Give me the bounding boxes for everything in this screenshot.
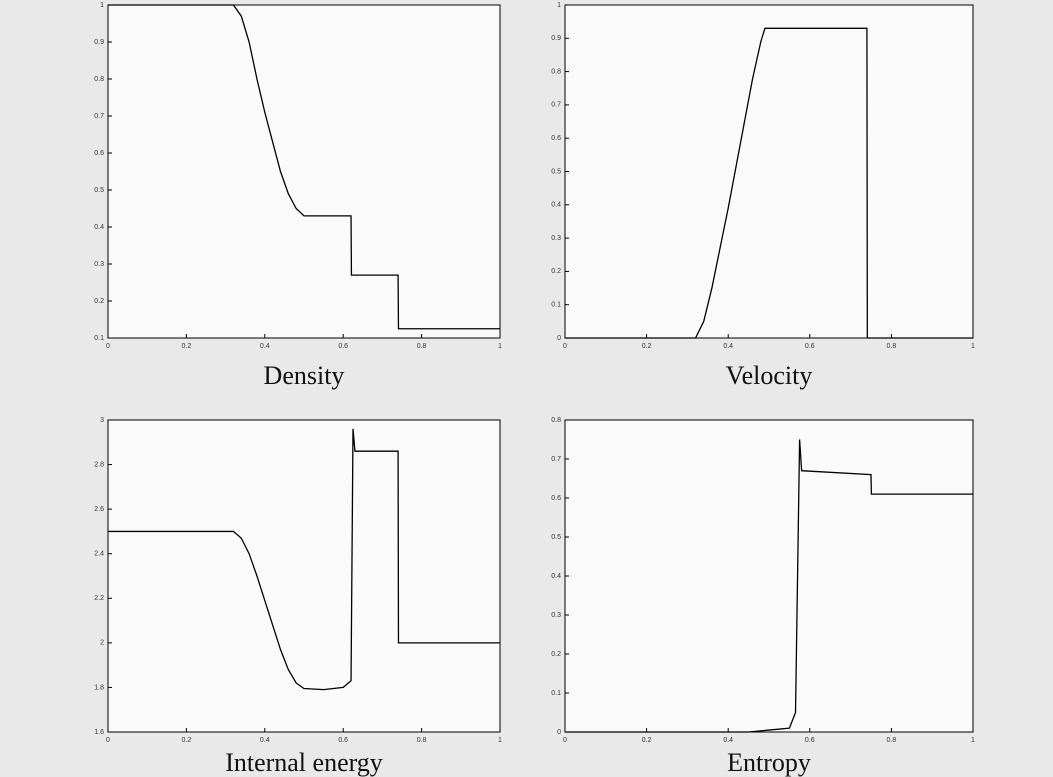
y-tick-label: 0.8 <box>551 68 561 75</box>
x-tick-label: 0.8 <box>887 737 897 744</box>
x-tick-label: 0.2 <box>182 343 192 350</box>
data-line <box>108 428 500 691</box>
y-tick-label: 1.6 <box>94 729 104 736</box>
y-tick-label: 1 <box>100 2 104 9</box>
x-tick-label: 0.2 <box>642 737 652 744</box>
y-tick-label: 0.4 <box>551 202 561 209</box>
y-tick-label: 1.8 <box>94 684 104 691</box>
caption: Internal energy <box>225 748 383 777</box>
data-line <box>565 439 973 733</box>
y-tick-label: 0.4 <box>551 573 561 580</box>
x-tick-label: 0.2 <box>642 343 652 350</box>
x-tick-label: 0.4 <box>260 737 270 744</box>
x-tick-label: 0.4 <box>723 343 733 350</box>
y-tick-label: 0.1 <box>551 302 561 309</box>
plot-area <box>107 4 501 339</box>
y-tick-label: 0.9 <box>551 35 561 42</box>
caption: Velocity <box>726 361 813 390</box>
y-tick-label: 0 <box>557 335 561 342</box>
x-tick-label: 1 <box>971 737 975 744</box>
y-tick-label: 0.7 <box>551 102 561 109</box>
x-tick-label: 0 <box>563 343 567 350</box>
y-tick-label: 0.5 <box>94 187 104 194</box>
x-tick-label: 0 <box>106 737 110 744</box>
data-line <box>565 27 973 339</box>
y-tick-label: 0.1 <box>551 690 561 697</box>
y-tick-label: 0 <box>557 729 561 736</box>
y-tick-label: 0.3 <box>94 261 104 268</box>
x-tick-label: 0.2 <box>182 737 192 744</box>
y-tick-label: 2.2 <box>94 595 104 602</box>
y-tick-label: 2 <box>100 640 104 647</box>
y-tick-label: 0.2 <box>94 298 104 305</box>
x-tick-label: 0.6 <box>805 343 815 350</box>
x-tick-label: 0.8 <box>887 343 897 350</box>
x-tick-label: 0.6 <box>338 737 348 744</box>
x-tick-label: 0 <box>106 343 110 350</box>
x-tick-label: 1 <box>498 343 502 350</box>
y-tick-label: 3 <box>100 417 104 424</box>
plot-area <box>564 4 974 339</box>
x-tick-label: 1 <box>498 737 502 744</box>
y-tick-label: 0.7 <box>94 113 104 120</box>
y-tick-label: 0.9 <box>94 39 104 46</box>
y-tick-label: 0.1 <box>94 335 104 342</box>
y-tick-label: 0.6 <box>551 135 561 142</box>
y-tick-label: 0.6 <box>94 150 104 157</box>
x-tick-label: 0.6 <box>805 737 815 744</box>
y-tick-label: 2.4 <box>94 551 104 558</box>
x-tick-label: 0.8 <box>417 737 427 744</box>
y-tick-label: 0.4 <box>94 224 104 231</box>
y-tick-label: 0.8 <box>94 76 104 83</box>
x-tick-label: 0.4 <box>723 737 733 744</box>
y-tick-label: 0.3 <box>551 235 561 242</box>
data-line <box>108 4 500 330</box>
x-tick-label: 0.4 <box>260 343 270 350</box>
y-tick-label: 0.3 <box>551 612 561 619</box>
y-tick-label: 0.5 <box>551 534 561 541</box>
y-tick-label: 1 <box>557 2 561 9</box>
y-tick-label: 0.2 <box>551 268 561 275</box>
y-tick-label: 0.8 <box>551 417 561 424</box>
x-tick-label: 0.6 <box>338 343 348 350</box>
x-tick-label: 0 <box>563 737 567 744</box>
y-tick-label: 2.6 <box>94 506 104 513</box>
y-tick-label: 0.5 <box>551 168 561 175</box>
plot-area <box>564 419 974 733</box>
y-tick-label: 0.6 <box>551 495 561 502</box>
plot-area <box>107 419 501 733</box>
y-tick-label: 2.8 <box>94 461 104 468</box>
y-tick-label: 0.7 <box>551 456 561 463</box>
caption: Entropy <box>727 748 811 777</box>
x-tick-label: 1 <box>971 343 975 350</box>
y-tick-label: 0.2 <box>551 651 561 658</box>
x-tick-label: 0.8 <box>417 343 427 350</box>
caption: Density <box>264 361 345 390</box>
